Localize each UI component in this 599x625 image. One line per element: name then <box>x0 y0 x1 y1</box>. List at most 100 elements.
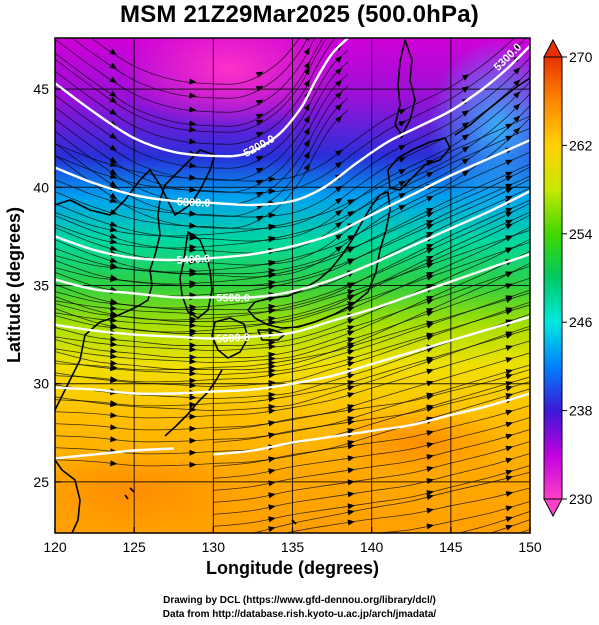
streamline-arrow <box>189 401 197 408</box>
cold-core <box>119 38 340 130</box>
streamline-arrow <box>335 149 343 157</box>
streamline-arrow <box>461 146 470 153</box>
streamline-arrow <box>109 161 118 167</box>
coastline-kuril <box>454 77 530 136</box>
streamline-arrow <box>461 122 470 129</box>
streamline-arrow <box>347 373 355 380</box>
streamline-arrow <box>347 455 355 462</box>
streamline-arrow <box>426 224 434 230</box>
streamline-arrow <box>347 325 355 332</box>
streamline <box>55 38 527 194</box>
y-tick-label: 45 <box>33 81 49 97</box>
streamline-arrow <box>268 372 276 379</box>
streamline-arrow <box>268 259 276 266</box>
colorbar-ticks: 230 238 246 254 262 270 <box>562 49 593 507</box>
streamline-arrow <box>398 156 406 163</box>
coastline-taiwan <box>55 459 81 533</box>
y-axis-ticks: 25 30 35 40 45 <box>33 81 61 490</box>
contour-line <box>213 392 530 456</box>
contour-line <box>55 315 530 396</box>
streamline-arrow <box>110 364 118 371</box>
streamline-arrow <box>347 356 355 363</box>
streamline-arrow <box>426 262 434 269</box>
streamline-arrow <box>189 138 197 145</box>
streamline-arrow <box>268 404 276 410</box>
streamline-arrow <box>347 491 355 498</box>
streamline-arrow <box>189 358 197 365</box>
streamline-arrow <box>303 61 310 69</box>
streamline-arrow <box>426 332 434 339</box>
streamline-arrow <box>335 103 343 111</box>
streamline-arrow <box>303 47 310 55</box>
streamline-arrow <box>426 578 434 580</box>
streamline-arrow <box>109 180 117 188</box>
streamline-arrow <box>303 139 310 147</box>
streamline-arrow <box>109 192 117 200</box>
streamline-arrow <box>303 115 310 123</box>
streamline-arrow <box>189 413 197 420</box>
streamline-arrow <box>110 460 118 467</box>
streamline-arrow <box>268 267 276 274</box>
streamline-arrow <box>513 115 521 123</box>
streamline-arrow <box>189 354 197 361</box>
streamline-arrow <box>110 412 118 419</box>
streamline-arrow <box>505 333 514 339</box>
streamline-arrow <box>335 0 344 7</box>
streamline-arrow <box>426 507 434 514</box>
streamline-arrow <box>110 324 118 330</box>
credit-drawing: Drawing by DCL (https://www.gfd-dennou.o… <box>163 595 436 606</box>
streamline-arrow <box>347 467 355 474</box>
streamline-arrow <box>505 297 514 303</box>
streamline-arrow <box>426 454 434 460</box>
y-axis-label: Latitude (degrees) <box>4 207 24 363</box>
streamline-arrow <box>513 67 521 75</box>
streamline <box>55 38 324 127</box>
streamline-arrow <box>110 276 118 282</box>
streamline-arrow <box>255 113 264 120</box>
x-tick-label: 150 <box>518 539 542 555</box>
x-tick-label: 135 <box>281 539 305 555</box>
streamline-arrow <box>268 543 276 550</box>
colorbar: 230 238 246 254 262 270 <box>543 38 593 518</box>
streamline-arrow <box>347 443 355 450</box>
streamline-arrow <box>505 223 513 230</box>
streamline-arrow <box>189 377 197 384</box>
streamline-arrow <box>505 393 514 399</box>
streamline-arrow <box>347 246 355 253</box>
streamline <box>55 38 327 133</box>
colorbar-bottom-arrow <box>543 498 563 518</box>
streamline-arrow <box>505 445 514 452</box>
streamline-arrow <box>505 421 514 428</box>
streamline-arrow <box>189 342 197 349</box>
streamline-arrow <box>303 79 310 87</box>
streamline-arrow <box>505 175 513 182</box>
colorbar-tick-label: 270 <box>569 49 593 65</box>
streamline-arrow <box>303 38 310 41</box>
streamline-arrow <box>426 494 434 501</box>
streamline-arrow <box>505 207 513 214</box>
x-tick-label: 125 <box>122 539 146 555</box>
streamline <box>90 38 300 85</box>
streamline-arrow <box>304 18 313 27</box>
streamline-arrow <box>505 219 513 226</box>
streamline-arrow <box>189 330 197 337</box>
streamline-arrow <box>513 91 521 99</box>
streamline-arrow <box>268 456 276 463</box>
streamline-arrow <box>335 18 344 27</box>
streamline-arrow <box>347 289 355 296</box>
streamline-arrow <box>189 244 197 251</box>
streamline-arrow <box>513 103 521 111</box>
streamline-arrow <box>461 170 470 177</box>
streamline-arrow <box>505 247 514 254</box>
streamline-arrow <box>303 67 310 75</box>
streamline-arrow <box>268 492 276 499</box>
streamline-arrow <box>461 74 470 81</box>
streamline-arrow <box>426 356 434 363</box>
streamline-arrow <box>346 211 355 218</box>
contour-line <box>55 45 530 207</box>
streamline-arrow <box>268 308 276 314</box>
contour-line <box>55 38 349 158</box>
streamline-arrow <box>303 103 310 111</box>
streamline-arrow <box>426 368 434 375</box>
streamline-arrow <box>505 309 514 315</box>
